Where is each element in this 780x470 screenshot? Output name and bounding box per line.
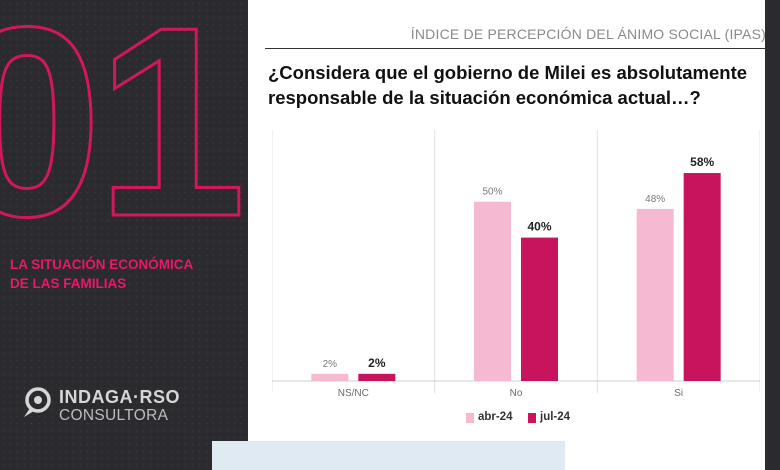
data-label: 58% [690, 155, 714, 169]
right-edge-band [765, 0, 780, 470]
survey-question: ¿Considera que el gobierno de Milei es a… [268, 62, 748, 108]
bar-chart: 2% 2% NS/NC 50% 40% No 48% 58% Si [272, 130, 760, 399]
section-title: LA SITUACIÓN ECONÓMICA DE LAS FAMILIAS [10, 255, 240, 293]
legend-swatch-series-2 [528, 413, 536, 423]
brand-logo: INDAGA·RSO CONSULTORA [22, 386, 237, 426]
data-label: 40% [527, 220, 551, 234]
data-label: 50% [482, 187, 502, 198]
bar-jul-24-No [521, 237, 558, 381]
category-label: Si [674, 388, 683, 399]
data-label: 2% [323, 359, 338, 370]
bar-jul-24-Si [683, 173, 721, 381]
section-number: 01 [0, 0, 248, 273]
data-label: 2% [368, 356, 386, 370]
category-label: No [510, 388, 523, 399]
legend-label-series-1: abr-24 [478, 411, 513, 423]
brand-subtitle: CONSULTORA [59, 407, 169, 424]
section-title-line-2: DE LAS FAMILIAS [10, 276, 127, 291]
section-panel: 01 LA SITUACIÓN ECONÓMICA DE LAS FAMILIA… [0, 0, 248, 470]
speech-bubble-magnifier-icon [24, 387, 51, 417]
bottom-strip [212, 441, 565, 470]
category-label: NS/NC [338, 388, 369, 399]
header-divider [265, 48, 765, 49]
panel-texture [0, 0, 248, 470]
bar-abr-24-NS/NC [311, 373, 349, 381]
data-label: 48% [645, 194, 665, 205]
legend-swatch-series-1 [466, 413, 474, 423]
section-title-line-1: LA SITUACIÓN ECONÓMICA [10, 257, 194, 272]
bar-jul-24-NS/NC [358, 373, 396, 381]
bar-abr-24-Si [636, 208, 674, 381]
bar-abr-24-No [474, 201, 511, 381]
legend-label-series-2: jul-24 [540, 411, 571, 423]
brand-name: INDAGA·RSO [59, 387, 180, 407]
index-header-label: ÍNDICE DE PERCEPCIÓN DEL ÁNIMO SOCIAL (I… [410, 26, 766, 42]
